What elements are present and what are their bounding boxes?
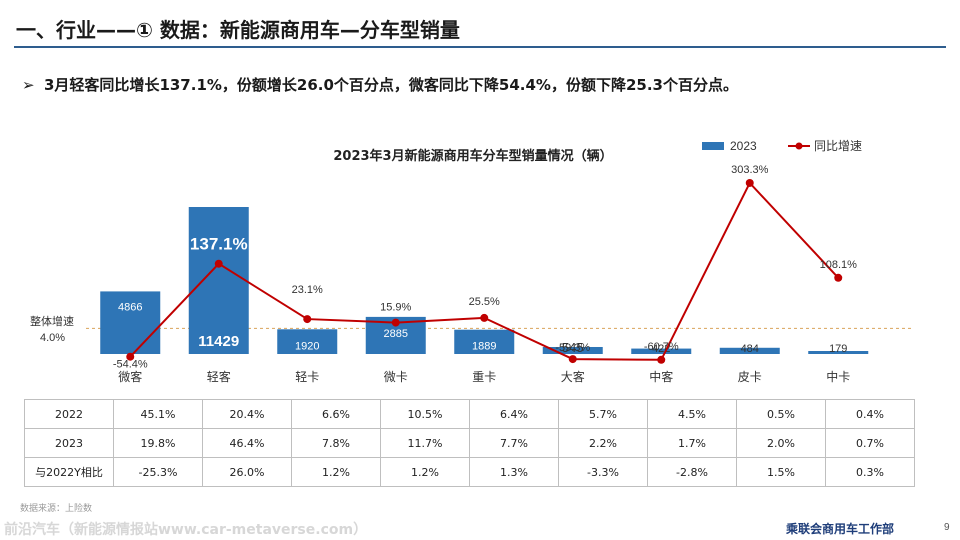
category-label: 大客 [561, 369, 585, 384]
growth-label: 137.1% [190, 235, 248, 254]
table-cell: -25.3% [113, 457, 203, 487]
growth-label: 23.1% [292, 284, 323, 296]
table-cell: 26.0% [202, 457, 292, 487]
growth-line-series: -54.4% 137.1% 23.1% 15.9% 25.5% -59.3% -60.7% 3… [113, 164, 857, 371]
bar-轻卡 [277, 329, 338, 354]
bar-value-label: 1920 [295, 340, 319, 352]
table-cell: 19.8% [113, 428, 203, 458]
growth-label: 108.1% [820, 259, 858, 271]
growth-point [126, 352, 135, 361]
bar-value-label: 484 [741, 343, 759, 355]
table-cell: 1.5% [736, 457, 826, 487]
row-label: 2023 [24, 428, 114, 458]
table-cell: 10.5% [380, 399, 470, 429]
page-number: 9 [944, 522, 950, 533]
category-label: 微卡 [384, 370, 408, 384]
category-label: 微客 [118, 369, 142, 384]
header-divider [14, 46, 946, 48]
category-label: 重卡 [472, 370, 496, 384]
bar-value-label: 2885 [384, 328, 408, 340]
table-cell: 7.7% [469, 428, 559, 458]
category-axis: 微客 轻客 轻卡 微卡 重卡 大客 中客 皮卡 中卡 [118, 369, 850, 384]
bar-微客 [100, 291, 161, 354]
key-finding-text: 3月轻客同比增长137.1%，份额增长26.0个百分点，微客同比下降54.4%，… [44, 76, 738, 94]
category-label: 中卡 [826, 369, 850, 384]
key-finding: ➢ 3月轻客同比增长137.1%，份额增长26.0个百分点，微客同比下降54.4%… [22, 74, 738, 95]
data-source: 数据来源：上险数 [20, 504, 93, 514]
legend-line-marker [795, 142, 803, 150]
bar-中卡 [808, 351, 869, 354]
table-cell: -2.8% [647, 457, 737, 487]
market-share-table: 2022 45.1% 20.4% 6.6% 10.5% 6.4% 5.7% 4.5% 0.5% 0… [24, 399, 915, 487]
bar-value-label: 11429 [198, 333, 239, 350]
bar-value-label: 4866 [118, 301, 142, 313]
table-cell: 7.8% [291, 428, 381, 458]
bar-大客 [542, 346, 603, 354]
bar-皮卡 [719, 347, 780, 354]
table-cell: 0.7% [825, 428, 915, 458]
table-cell: 1.2% [380, 457, 470, 487]
bullet-arrow-icon: ➢ [22, 76, 35, 94]
growth-label: 303.3% [731, 164, 769, 176]
growth-point [391, 318, 400, 327]
table-cell: 5.7% [558, 399, 648, 429]
chart-legend: 2023 同比增速 [702, 139, 862, 153]
growth-point [480, 313, 489, 322]
table-cell: 1.2% [291, 457, 381, 487]
table-cell: 2.0% [736, 428, 826, 458]
bar-重卡 [454, 329, 515, 354]
bar-value-label: 545 [562, 340, 584, 355]
category-label: 中客 [649, 369, 673, 384]
table-row: 与2022Y相比 -25.3% 26.0% 1.2% 1.2% 1.3% -3.3% -2.8… [24, 457, 915, 487]
bar-中客 [631, 348, 692, 354]
table-cell: 2.2% [558, 428, 648, 458]
growth-point [303, 315, 312, 324]
bar-轻客 [188, 207, 249, 354]
table-cell: 20.4% [202, 399, 292, 429]
growth-label: 25.5% [469, 296, 500, 308]
overall-growth-value: 4.0% [40, 332, 65, 344]
growth-point [214, 259, 223, 268]
table-cell: 45.1% [113, 399, 203, 429]
overall-growth-label: 整体增速 [30, 314, 74, 328]
table-cell: 0.3% [825, 457, 915, 487]
watermark: 前沿汽车（新能源情报站www.car-metaverse.com） [4, 522, 368, 538]
table-cell: 6.6% [291, 399, 381, 429]
legend-line-label: 同比增速 [814, 139, 862, 153]
page-title: 一、行业——① 数据：新能源商用车—分车型销量 [16, 18, 460, 42]
table-cell: 0.5% [736, 399, 826, 429]
growth-label: -59.3% [555, 342, 590, 354]
growth-point [568, 355, 577, 364]
table-cell: 1.3% [469, 457, 559, 487]
table-cell: 11.7% [380, 428, 470, 458]
footer-org: 乘联会商用车工作部 [786, 522, 895, 536]
chart-title: 2023年3月新能源商用车分车型销量情况（辆） [333, 148, 612, 164]
category-label: 轻卡 [295, 370, 319, 384]
growth-point [745, 178, 754, 187]
table-cell: 6.4% [469, 399, 559, 429]
table-cell: 4.5% [647, 399, 737, 429]
sales-chart: 2023年3月新能源商用车分车型销量情况（辆） 2023 同比增速 整体增速 4… [30, 139, 912, 384]
growth-point [834, 273, 843, 282]
category-label: 皮卡 [738, 370, 762, 384]
table-cell: 0.4% [825, 399, 915, 429]
table-cell: -3.3% [558, 457, 648, 487]
table-cell: 46.4% [202, 428, 292, 458]
growth-label: 15.9% [380, 302, 411, 314]
legend-bar-swatch [702, 142, 724, 150]
table-row: 2023 19.8% 46.4% 7.8% 11.7% 7.7% 2.2% 1.7% 2.0% 0… [24, 428, 915, 458]
growth-label: -60.7% [644, 341, 679, 353]
bar-value-label: 1889 [472, 341, 496, 353]
table-row: 2022 45.1% 20.4% 6.6% 10.5% 6.4% 5.7% 4.5% 0.5% 0… [24, 399, 915, 429]
legend-bar-label: 2023 [730, 139, 757, 153]
category-label: 轻客 [207, 369, 231, 384]
bar-value-label: 179 [829, 343, 847, 355]
row-label: 与2022Y相比 [24, 457, 114, 487]
growth-point [657, 355, 666, 364]
table-cell: 1.7% [647, 428, 737, 458]
growth-label: -54.4% [113, 359, 148, 371]
row-label: 2022 [24, 399, 114, 429]
